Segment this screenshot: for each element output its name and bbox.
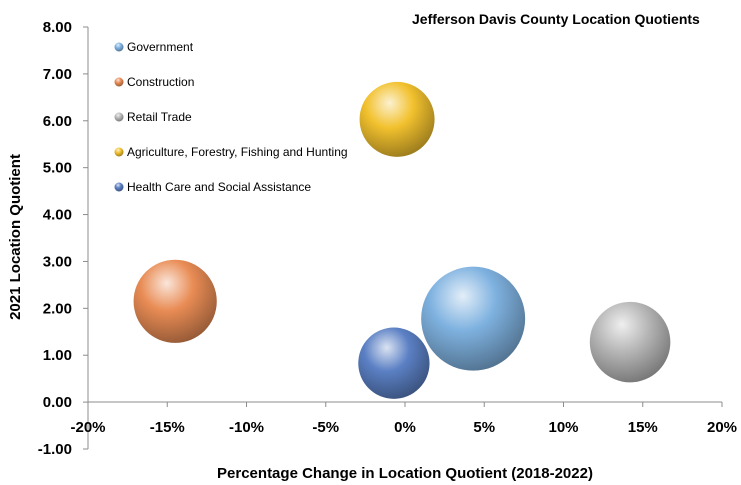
x-axis-title: Percentage Change in Location Quotient (… bbox=[217, 465, 593, 482]
y-tick-label: 5.00 bbox=[43, 160, 72, 177]
bubble-retail-trade bbox=[589, 301, 671, 383]
x-tick-label: -20% bbox=[70, 419, 105, 436]
bubble-health-care-and-social-assistance bbox=[358, 327, 430, 399]
x-tick-label: 10% bbox=[548, 419, 578, 436]
y-axis-title: 2021 Location Quotient bbox=[7, 154, 24, 320]
y-tick-label: 1.00 bbox=[43, 347, 72, 364]
legend-marker-retail-trade bbox=[114, 112, 124, 122]
legend: Government Construction Retail Trade Agricu… bbox=[114, 40, 348, 194]
bubble-government bbox=[421, 266, 526, 371]
y-tick-label: 6.00 bbox=[43, 113, 72, 130]
y-tick-label: 7.00 bbox=[43, 66, 72, 83]
legend-label-construction: Construction bbox=[127, 75, 194, 89]
legend-marker-health-care-and-social-assistance bbox=[114, 182, 124, 192]
legend-marker-agriculture-forestry-fishing-and-hunting bbox=[114, 147, 124, 157]
x-tick-label: -10% bbox=[229, 419, 264, 436]
x-tick-label: -15% bbox=[150, 419, 185, 436]
x-tick-label: -5% bbox=[312, 419, 339, 436]
y-tick-label: 2.00 bbox=[43, 300, 72, 317]
x-tick-label: 15% bbox=[628, 419, 658, 436]
y-tick-label: -1.00 bbox=[38, 441, 72, 458]
y-tick-label: 8.00 bbox=[43, 19, 72, 36]
y-tick-label: 0.00 bbox=[43, 394, 72, 411]
y-tick-label: 4.00 bbox=[43, 207, 72, 224]
legend-marker-construction bbox=[114, 77, 124, 87]
bubbles bbox=[133, 81, 671, 399]
legend-label-health-care-and-social-assistance: Health Care and Social Assistance bbox=[127, 180, 311, 194]
bubble-construction bbox=[133, 259, 217, 343]
x-tick-label: 20% bbox=[707, 419, 737, 436]
legend-label-retail-trade: Retail Trade bbox=[127, 110, 192, 124]
legend-label-government: Government bbox=[127, 40, 194, 54]
legend-marker-government bbox=[114, 42, 124, 52]
axes: -1.00 0.00 1.00 2.00 3.00 4.00 5.00 6.00 7.00 8.0… bbox=[38, 19, 737, 458]
y-tick-label: 3.00 bbox=[43, 253, 72, 270]
chart-title: Jefferson Davis County Location Quotient… bbox=[412, 11, 700, 27]
x-tick-label: 5% bbox=[473, 419, 495, 436]
x-tick-label: 0% bbox=[394, 419, 416, 436]
legend-label-agriculture-forestry-fishing-and-hunting: Agriculture, Forestry, Fishing and Hunti… bbox=[127, 145, 348, 159]
bubble-agriculture-forestry-fishing-and-hunting bbox=[359, 81, 435, 157]
